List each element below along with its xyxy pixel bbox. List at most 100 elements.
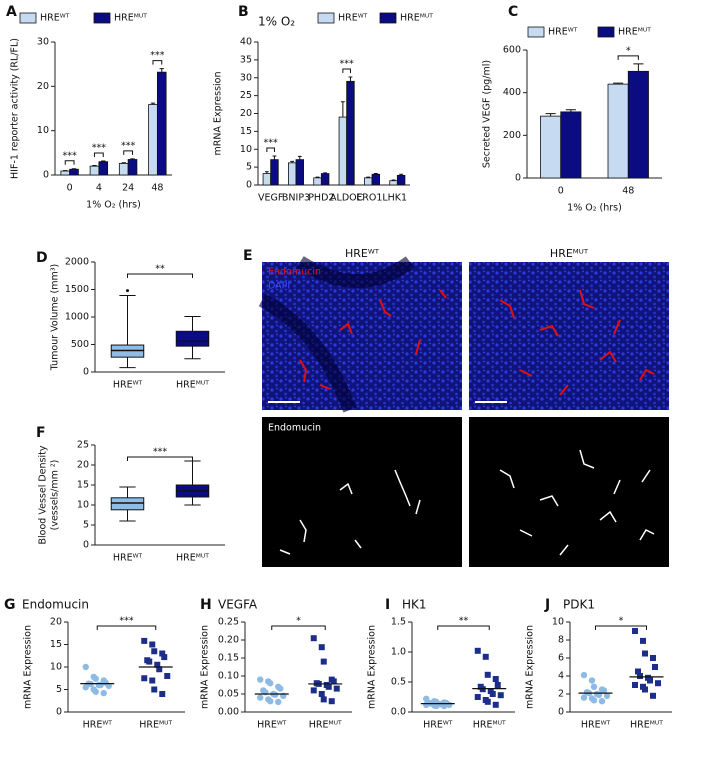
dot [159,691,166,697]
bar [287,162,297,186]
dot [161,654,168,661]
x-tick-label: HREᴹᵁᵀ [309,720,342,731]
y-axis-label: Blood Vessel Density [38,445,49,544]
bar [560,111,582,179]
legend-swatch [379,12,397,24]
y-tick-label: 20 [50,617,62,628]
y-tick-label: 0.15 [218,653,239,664]
dot [647,677,653,684]
x-tick-label: HK1 [388,193,407,204]
significance-label: ** [459,616,469,627]
bar [313,177,322,186]
dot [141,675,148,682]
significance-label: *** [121,140,136,151]
bar [270,159,279,186]
error-bar [545,113,556,117]
dot [277,685,284,692]
x-tick-label: HREᴹᵁᵀ [176,380,209,391]
error-bar [373,173,378,175]
dot [650,692,656,699]
micrograph [469,417,669,567]
legend-swatch [317,12,335,24]
bar [607,83,629,179]
dot [479,686,486,693]
dot [325,683,332,690]
y-tick-label: 1500 [65,284,89,295]
legend-label: HREᵂᵀ [338,13,368,24]
significance-label: ** [155,264,165,275]
dot [154,661,161,668]
y-tick-label: 20 [37,81,49,92]
bar [540,115,562,179]
y-axis-label: mRNA Expression [367,625,378,709]
x-axis-label: 1% O₂ (hrs) [86,200,141,211]
bar [69,168,79,176]
dot [484,671,491,678]
y-tick-label: 4 [558,671,564,682]
panel-letter: J [544,597,550,613]
bar [148,104,158,176]
dot [82,663,89,671]
dot [598,698,606,705]
dot [655,680,661,687]
bar [262,173,272,186]
dot [632,628,638,634]
dot [149,641,156,648]
error-bar [290,160,295,163]
dot [92,688,99,695]
dot [590,697,598,704]
dot [580,694,588,701]
legend-swatch [93,12,111,24]
dot [652,664,658,670]
x-tick-label: PHD2 [308,193,334,204]
image-panel: E HREᵂᵀ HREᴹᵁᵀ Endomucin DAPI Endomucin [243,247,669,567]
micrograph [469,262,669,410]
dot [423,701,430,708]
dot [328,698,335,705]
x-tick-label: HREᴹᵁᵀ [473,720,506,731]
legend-swatch [19,12,37,24]
x-tick-label: 4 [96,183,102,194]
y-axis-label: (vessels/mm ²) [50,460,61,531]
box [110,497,145,511]
dot [580,671,588,679]
y-tick-label: 30 [240,72,252,83]
dot [474,694,481,700]
dot [100,689,107,697]
y-tick-label: 1.5 [391,617,406,628]
error-bar [323,172,328,174]
significance-label: *** [264,138,279,149]
y-tick-label: 0.00 [218,707,239,718]
dot [146,658,153,665]
stain-label: DAPI [268,281,290,292]
dot [489,691,496,697]
error-bar [348,76,353,82]
error-bar [272,155,277,160]
box [175,330,210,347]
error-bar [399,173,404,176]
dot [603,692,611,699]
y-tick-label: 10 [77,500,89,511]
y-tick-label: 15 [77,480,89,491]
column-title: HREᴹᵁᵀ [550,247,589,260]
x-tick-label: HREᴹᵁᵀ [630,720,663,731]
error-bar [613,82,624,85]
y-tick-label: 6 [558,653,564,664]
vessel-stain [299,289,655,396]
significance-label: *** [340,59,355,70]
error-bar [565,109,576,112]
panel-letter: G [4,597,16,613]
x-tick-label: 0 [558,186,564,197]
error-bar [130,158,135,160]
y-tick-label: 5 [56,684,62,695]
error-bar [633,63,644,72]
dot [151,686,158,693]
dot [640,637,646,644]
y-tick-label: 200 [503,130,521,141]
y-tick-label: 0.0 [391,707,406,718]
dot [310,687,317,694]
error-bar [92,164,97,167]
y-tick-label: 0.5 [391,677,406,688]
dot [650,655,656,661]
bar [156,71,167,176]
